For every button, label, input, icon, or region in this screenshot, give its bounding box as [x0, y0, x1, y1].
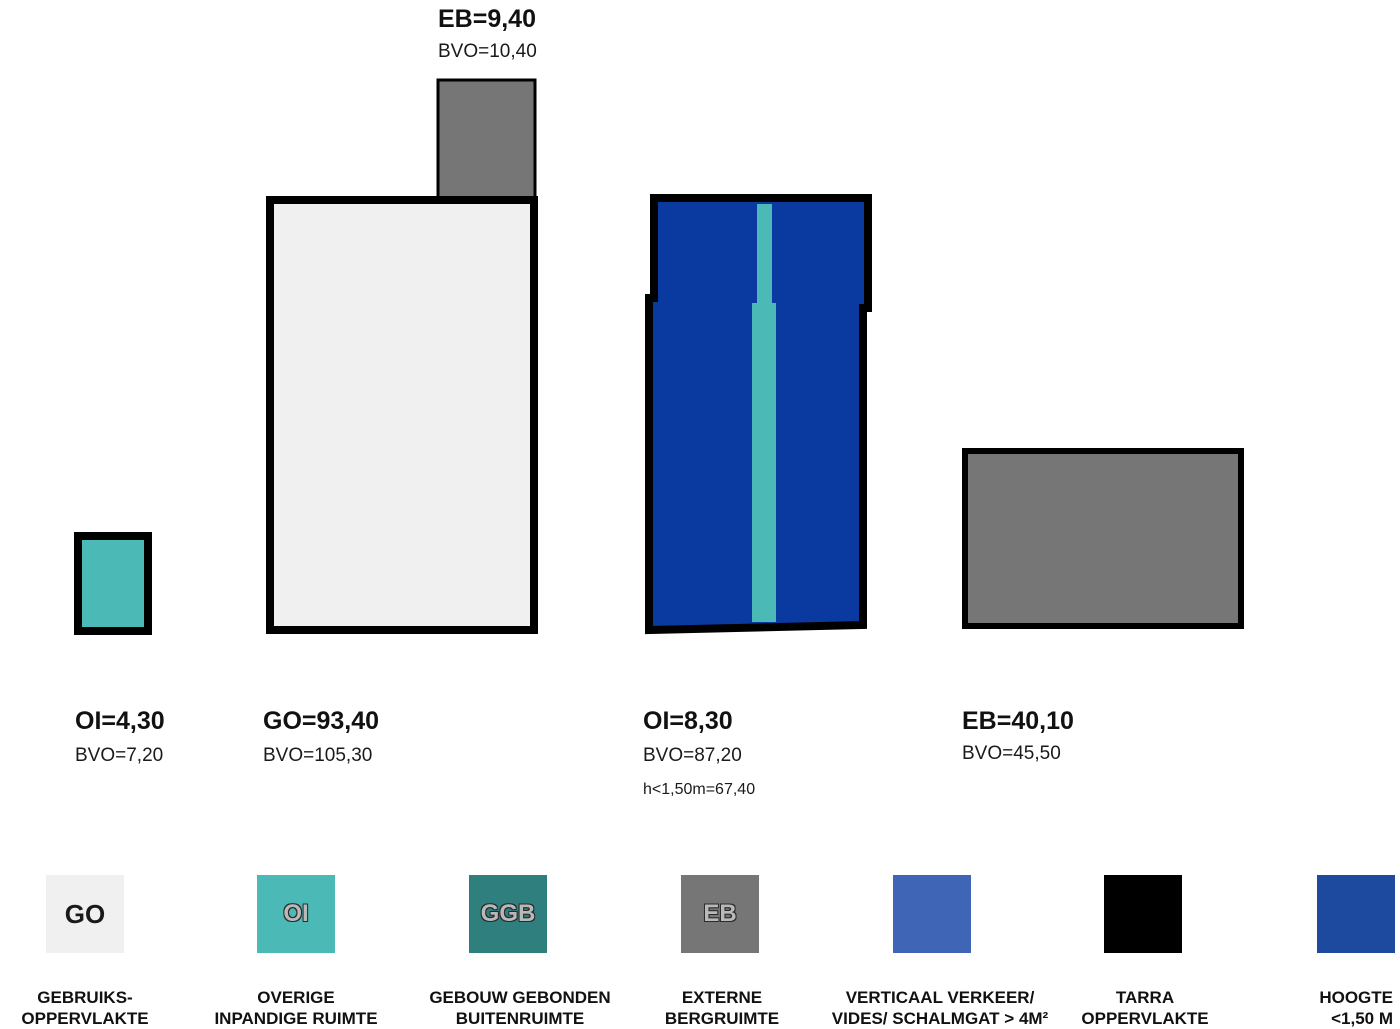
legend-code: OI	[283, 900, 308, 928]
legend-item-oi: OI OVERIGE INPANDIGE RUIMTE	[186, 875, 406, 1029]
legend-label: VERTICAAL VERKEER/ VIDES/ SCHALMGAT > 4M…	[810, 987, 1070, 1029]
legend-item-ggb: GGB GEBOUW GEBONDEN BUITENRUIMTE	[398, 875, 618, 1029]
room-bvo-value: BVO=87,20	[643, 744, 755, 768]
legend-item-hoogte: HOOGTE <1,50 M	[1245, 875, 1395, 1029]
legend-label: TARRA OPPERVLAKTE	[1037, 987, 1253, 1029]
tarra-swatch-icon	[1104, 875, 1182, 953]
legend-line2: OPPERVLAKTE	[0, 1008, 195, 1029]
legend-line1: OVERIGE	[186, 987, 406, 1008]
legend-label: GEBOUW GEBONDEN BUITENRUIMTE	[422, 987, 618, 1029]
legend-line2: VIDES/ SCHALMGAT > 4M²	[810, 1008, 1070, 1029]
room-label-eb-top: EB=9,40 BVO=10,40	[438, 4, 537, 64]
room-label-blue: OI=8,30 BVO=87,20 h<1,50m=67,40	[643, 706, 755, 800]
oi-swatch-icon: OI	[257, 875, 335, 953]
go-swatch-icon: GO	[46, 875, 124, 953]
legend-line2: BERGRUIMTE	[614, 1008, 830, 1029]
room-bvo-value: BVO=10,40	[438, 40, 537, 64]
legend-code: GGB	[481, 900, 536, 928]
room-main-value: EB=40,10	[962, 706, 1074, 736]
room-oi-small-shape	[78, 536, 148, 631]
legend-label: GEBRUIKS- OPPERVLAKTE	[0, 987, 195, 1029]
room-main-value: OI=4,30	[75, 706, 165, 736]
room-label-go-large: GO=93,40 BVO=105,30	[263, 706, 379, 768]
legend-code: GO	[65, 899, 105, 930]
legend-line2: OPPERVLAKTE	[1037, 1008, 1253, 1029]
room-bvo-value: BVO=7,20	[75, 744, 165, 768]
room-label-oi-small: OI=4,30 BVO=7,20	[75, 706, 165, 768]
room-bvo-value: BVO=45,50	[962, 742, 1074, 766]
legend-line2: INPANDIGE RUIMTE	[186, 1008, 406, 1029]
legend-line2: BUITENRUIMTE	[422, 1008, 618, 1029]
legend-label: HOOGTE <1,50 M	[1245, 987, 1395, 1029]
legend-line1: TARRA	[1037, 987, 1253, 1008]
room-label-eb-large: EB=40,10 BVO=45,50	[962, 706, 1074, 766]
legend-item-go: GO GEBRUIKS- OPPERVLAKTE	[0, 875, 195, 1029]
legend-line2: <1,50 M	[1245, 1008, 1393, 1029]
hoogte-swatch-icon	[1317, 875, 1395, 953]
legend-line1: VERTICAAL VERKEER/	[810, 987, 1070, 1008]
room-bvo-value: BVO=105,30	[263, 744, 379, 768]
room-eb-top-shape	[438, 80, 535, 200]
legend-line1: HOOGTE	[1245, 987, 1393, 1008]
legend-line1: GEBRUIKS-	[0, 987, 195, 1008]
verticaal-swatch-icon	[893, 875, 971, 953]
legend-label: OVERIGE INPANDIGE RUIMTE	[186, 987, 406, 1029]
eb-swatch-icon: EB	[681, 875, 759, 953]
room-main-value: EB=9,40	[438, 4, 537, 34]
room-main-value: OI=8,30	[643, 706, 755, 736]
legend-item-tarra: TARRA OPPERVLAKTE	[1033, 875, 1253, 1029]
room-main-value: GO=93,40	[263, 706, 379, 736]
legend-line1: EXTERNE	[614, 987, 830, 1008]
room-go-large-shape	[270, 200, 534, 630]
ggb-swatch-icon: GGB	[469, 875, 547, 953]
legend-item-verticaal: VERTICAAL VERKEER/ VIDES/ SCHALMGAT > 4M…	[822, 875, 1042, 1029]
room-low-height-value: h<1,50m=67,40	[643, 780, 755, 800]
legend-label: EXTERNE BERGRUIMTE	[614, 987, 830, 1029]
room-eb-large-shape	[965, 451, 1241, 626]
legend-line1: GEBOUW GEBONDEN	[422, 987, 618, 1008]
legend-item-eb: EB EXTERNE BERGRUIMTE	[610, 875, 830, 1029]
legend-code: EB	[703, 900, 736, 928]
